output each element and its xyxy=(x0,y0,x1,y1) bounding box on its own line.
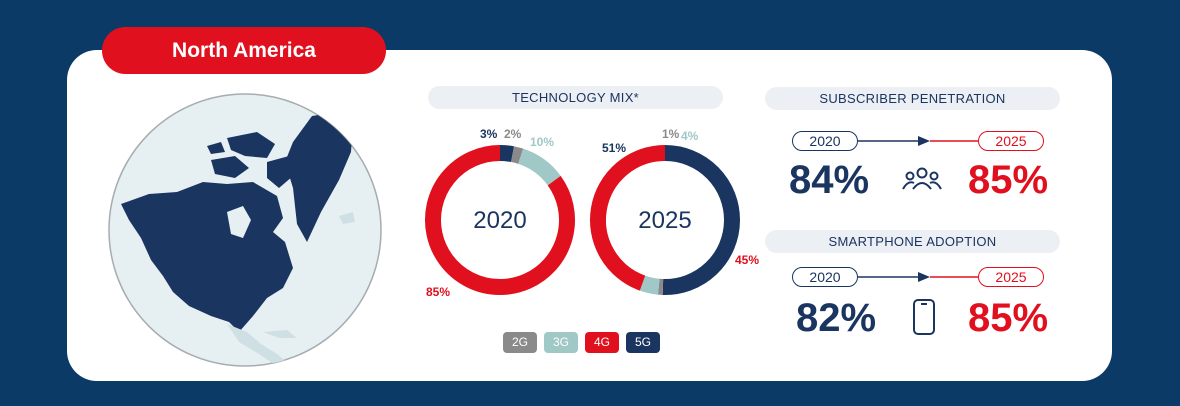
smartphone-from-year: 2020 xyxy=(792,267,858,287)
north-america-map xyxy=(108,93,382,367)
subscriber-to-value: 85% xyxy=(968,158,1049,202)
legend-3g: 3G xyxy=(544,332,578,353)
donut-2025-3g-segment xyxy=(639,275,660,295)
donut-2025 xyxy=(590,145,740,295)
region-title: North America xyxy=(102,27,386,74)
label-2020-4g: 85% xyxy=(426,285,450,299)
label-2025-2g: 1% xyxy=(662,127,680,141)
donut-2020-year: 2020 xyxy=(473,207,526,234)
label-2025-4g: 45% xyxy=(735,253,759,267)
donut-2025-4g-segment xyxy=(590,145,666,291)
smartphone-icon xyxy=(913,299,935,335)
legend-5g: 5G xyxy=(626,332,660,353)
smartphone-to-value: 85% xyxy=(968,296,1049,340)
people-icon xyxy=(902,167,942,190)
subscriber-from-value: 84% xyxy=(789,158,870,202)
label-2020-5g: 3% xyxy=(480,127,498,141)
label-2020-3g: 10% xyxy=(530,135,554,149)
subscriber-penetration-title: SUBSCRIBER PENETRATION xyxy=(765,87,1060,110)
smartphone-arrow xyxy=(858,272,978,282)
donut-2020-5g-segment xyxy=(499,145,515,163)
subscriber-from-year: 2020 xyxy=(792,131,858,151)
donut-2025-5g-segment xyxy=(662,145,740,295)
technology-legend: 2G 3G 4G 5G xyxy=(503,332,660,353)
technology-mix-donuts: 2020 2025 3% 2% 10% 85% 51% 1% 4% 45% xyxy=(425,127,759,299)
smartphone-adoption-title: SMARTPHONE ADOPTION xyxy=(765,230,1060,253)
donut-2020 xyxy=(425,145,575,295)
donut-2020-3g-segment xyxy=(517,148,561,186)
donut-2020-2g-segment xyxy=(510,146,524,164)
label-2025-5g: 51% xyxy=(602,141,626,155)
subscriber-arrow xyxy=(858,136,978,146)
smartphone-to-year: 2025 xyxy=(978,267,1044,287)
label-2025-3g: 4% xyxy=(681,129,699,143)
donut-2025-year: 2025 xyxy=(638,207,691,234)
legend-4g: 4G xyxy=(585,332,619,353)
donut-2020-4g-segment xyxy=(425,145,575,295)
technology-mix-title: TECHNOLOGY MIX* xyxy=(428,86,723,109)
label-2020-2g: 2% xyxy=(504,127,522,141)
subscriber-to-year: 2025 xyxy=(978,131,1044,151)
legend-2g: 2G xyxy=(503,332,537,353)
smartphone-from-value: 82% xyxy=(796,296,877,340)
